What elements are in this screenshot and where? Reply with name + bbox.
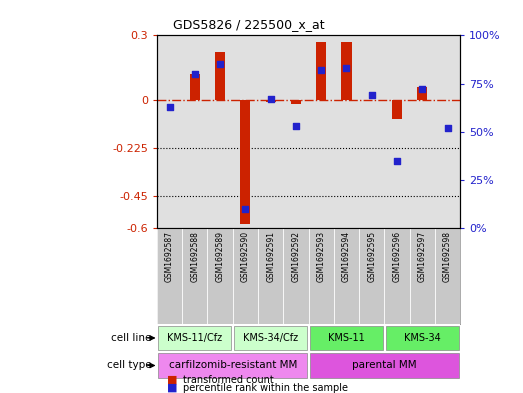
Point [191, 71, 199, 77]
Text: cell line: cell line [111, 333, 152, 343]
Text: KMS-34: KMS-34 [404, 333, 441, 343]
Point [165, 103, 174, 110]
Point [368, 92, 376, 98]
Text: GSM1692598: GSM1692598 [443, 231, 452, 282]
Text: KMS-11/Cfz: KMS-11/Cfz [167, 333, 222, 343]
Text: percentile rank within the sample: percentile rank within the sample [183, 383, 348, 393]
Bar [158, 353, 308, 378]
Text: KMS-34/Cfz: KMS-34/Cfz [243, 333, 298, 343]
Bar [316, 42, 326, 99]
Bar [310, 353, 459, 378]
Bar [342, 42, 351, 99]
Text: GSM1692597: GSM1692597 [418, 231, 427, 282]
Point [292, 123, 300, 129]
Point [241, 206, 249, 212]
Text: GSM1692590: GSM1692590 [241, 231, 250, 282]
Point [317, 67, 325, 73]
Point [216, 61, 224, 67]
Bar [266, 99, 276, 102]
Text: KMS-11: KMS-11 [328, 333, 365, 343]
Text: GSM1692592: GSM1692592 [291, 231, 300, 282]
Bar [291, 99, 301, 104]
Bar [215, 53, 225, 99]
Text: GSM1692587: GSM1692587 [165, 231, 174, 282]
Text: ■: ■ [167, 375, 178, 385]
Text: GSM1692591: GSM1692591 [266, 231, 275, 282]
Bar [417, 87, 427, 99]
Point [393, 157, 401, 163]
Text: ■: ■ [167, 383, 178, 393]
Text: transformed count: transformed count [183, 375, 274, 385]
Text: cell type: cell type [107, 360, 152, 371]
Bar [190, 74, 200, 99]
Text: GSM1692594: GSM1692594 [342, 231, 351, 282]
Text: GSM1692596: GSM1692596 [393, 231, 402, 282]
Text: carfilzomib-resistant MM: carfilzomib-resistant MM [168, 360, 297, 371]
Text: GSM1692588: GSM1692588 [190, 231, 199, 282]
Bar [310, 325, 383, 351]
Text: parental MM: parental MM [352, 360, 417, 371]
Bar [158, 325, 232, 351]
Point [267, 96, 275, 102]
Point [444, 125, 452, 131]
Bar [234, 325, 308, 351]
Text: GDS5826 / 225500_x_at: GDS5826 / 225500_x_at [173, 18, 324, 31]
Text: GSM1692595: GSM1692595 [367, 231, 376, 282]
Point [343, 65, 351, 71]
Point [418, 86, 427, 92]
Bar [385, 325, 459, 351]
Text: GSM1692593: GSM1692593 [317, 231, 326, 282]
Bar [241, 99, 251, 224]
Text: GSM1692589: GSM1692589 [215, 231, 224, 282]
Bar [392, 99, 402, 119]
